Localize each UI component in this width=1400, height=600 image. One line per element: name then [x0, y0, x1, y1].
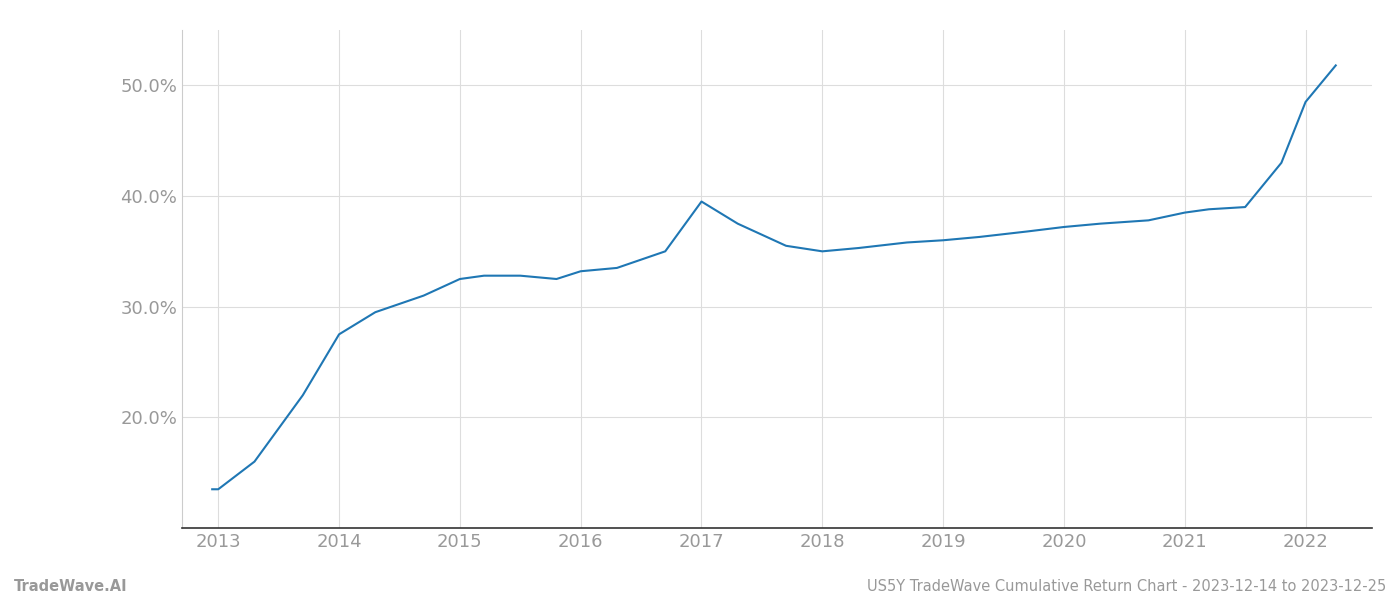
- Text: TradeWave.AI: TradeWave.AI: [14, 579, 127, 594]
- Text: US5Y TradeWave Cumulative Return Chart - 2023-12-14 to 2023-12-25: US5Y TradeWave Cumulative Return Chart -…: [867, 579, 1386, 594]
